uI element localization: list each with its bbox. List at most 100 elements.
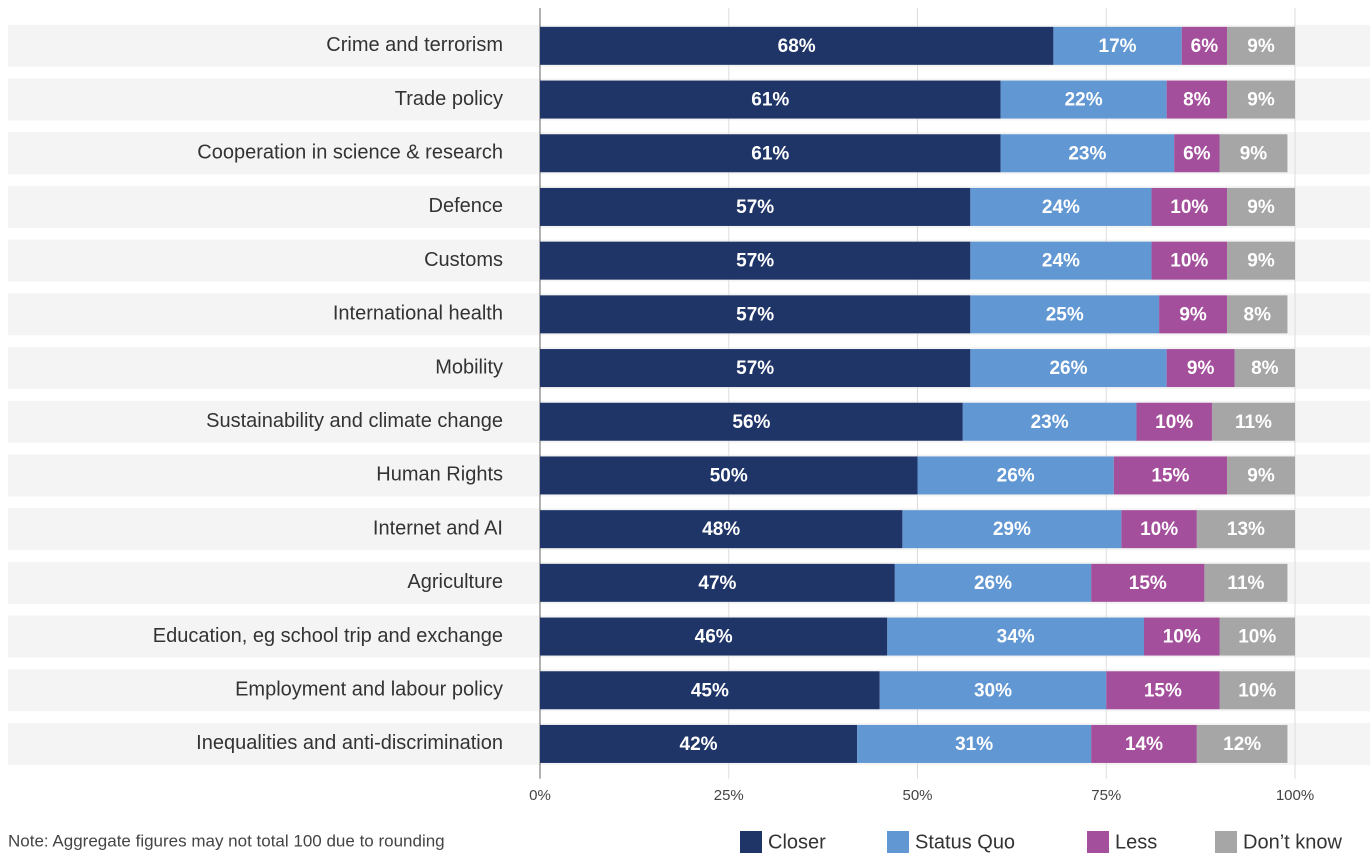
bar-segment [1091,724,1197,763]
bar-segment [540,402,963,441]
value-label: 9% [1247,197,1275,218]
value-label: 8% [1244,304,1272,325]
bar-segment [894,563,1092,602]
value-label: 57% [736,251,774,272]
bar-segment [540,80,1001,119]
x-tick-label: 25% [714,787,744,804]
bar-segment [1227,26,1295,65]
bar-segment [1053,26,1182,65]
value-label: 50% [710,465,748,486]
x-tick-label: 0% [529,787,551,804]
value-label: 9% [1247,465,1275,486]
bar-segment [857,724,1092,763]
bar-segment [1227,456,1295,495]
value-label: 14% [1125,734,1163,755]
bar-segment [1211,402,1295,441]
value-label: 24% [1042,197,1080,218]
bar-segment [540,295,971,334]
bar-segment [1144,617,1220,656]
legend-label: Less [1115,831,1157,853]
value-label: 22% [1065,90,1103,111]
value-label: 29% [993,519,1031,540]
bar-segment [1174,134,1220,173]
value-label: 68% [778,36,816,57]
value-label: 15% [1151,465,1189,486]
value-label: 15% [1144,680,1182,701]
bar-segment [1151,187,1228,226]
x-tick-label: 75% [1091,787,1121,804]
legend-label: Status Quo [915,831,1015,853]
bar-segment [970,187,1152,226]
bar-segment [540,456,918,495]
category-label: Sustainability and climate change [206,410,503,432]
bar-segment [917,456,1114,495]
bar-segment [540,134,1001,173]
bar-segment [962,402,1137,441]
bar-segment [540,187,971,226]
value-label: 10% [1238,627,1276,648]
category-label: Crime and terrorism [326,34,503,56]
value-label: 10% [1170,251,1208,272]
category-label: Trade policy [395,88,503,110]
value-label: 57% [736,197,774,218]
bar-segment [1166,349,1235,388]
bar-segment [1000,134,1175,173]
value-label: 47% [698,573,736,594]
bar-segment [1106,671,1220,710]
value-label: 11% [1227,573,1264,594]
bar-segment [1234,349,1295,388]
value-label: 61% [751,90,789,111]
value-label: 15% [1129,573,1167,594]
category-label: Agriculture [407,571,503,593]
value-label: 8% [1183,90,1211,111]
legend-swatch [887,831,909,853]
value-label: 61% [751,143,789,164]
value-label: 9% [1179,304,1207,325]
value-label: 10% [1170,197,1208,218]
bar-segment [1196,510,1295,549]
value-label: 10% [1140,519,1178,540]
value-label: 31% [955,734,993,755]
bar-segment [970,349,1167,388]
bar-segment [879,671,1107,710]
bar-segment [540,241,971,280]
bar-segment [1000,80,1167,119]
legend-swatch [740,831,762,853]
category-label: Defence [429,195,504,217]
value-label: 42% [680,734,718,755]
bar-segment [970,241,1152,280]
legend-swatch [1215,831,1237,853]
bar-segment [887,617,1144,656]
bar-segment [1159,295,1228,334]
bar-segment [1219,617,1295,656]
bar-segment [1121,510,1197,549]
value-label: 9% [1247,36,1275,57]
legend-label: Don’t know [1243,831,1342,853]
value-label: 6% [1183,143,1211,164]
note: Note: Aggregate figures may not total 10… [8,831,445,850]
x-tick-label: 100% [1276,787,1314,804]
value-label: 26% [1049,358,1087,379]
bar-segment [1227,80,1295,119]
bar-segment [902,510,1122,549]
value-label: 10% [1155,412,1193,433]
legend-label: Closer [768,831,826,853]
bar-segment [1227,295,1288,334]
value-label: 25% [1046,304,1084,325]
x-tick-label: 50% [902,787,932,804]
bar-segment [540,724,858,763]
bar-segment [1151,241,1228,280]
value-label: 9% [1247,90,1275,111]
value-label: 26% [997,465,1035,486]
value-label: 10% [1163,627,1201,648]
legend-swatch [1087,831,1109,853]
category-label: Customs [424,249,503,271]
value-label: 9% [1247,251,1275,272]
bar-segment [1091,563,1205,602]
bar-segment [540,510,903,549]
value-label: 8% [1251,358,1279,379]
bar-segment [1196,724,1288,763]
value-label: 46% [695,627,733,648]
bar-segment [540,671,880,710]
value-label: 30% [974,680,1012,701]
